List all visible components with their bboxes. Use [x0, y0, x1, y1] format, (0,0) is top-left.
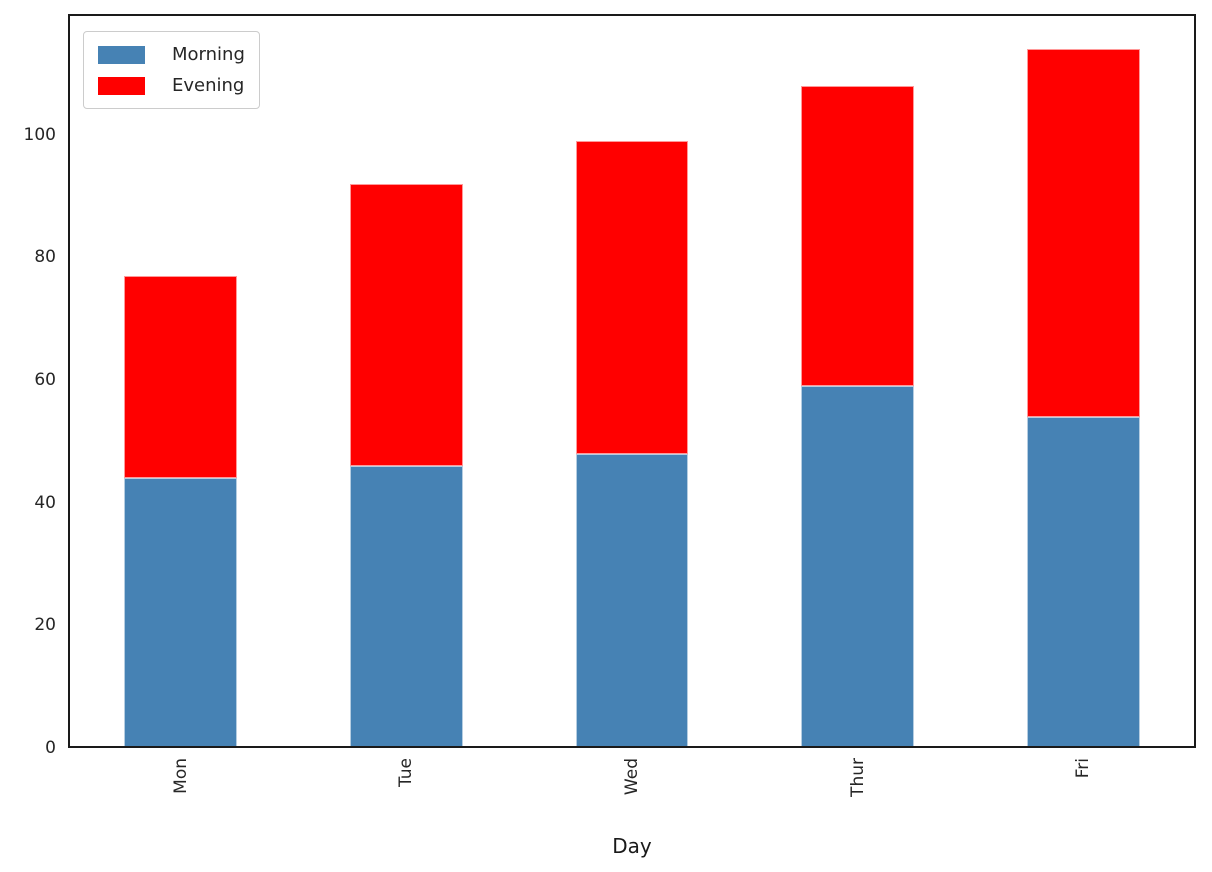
bar-segment-morning-fri	[1026, 416, 1140, 748]
bar-segment-morning-wed	[575, 453, 689, 748]
bar-segment-evening-mon	[124, 275, 238, 479]
evening-color-swatch	[98, 76, 145, 95]
y-tick-label: 20	[34, 615, 56, 636]
legend-label-evening: Evening	[172, 74, 245, 96]
legend-item-evening: Evening	[98, 72, 245, 99]
x-tick-label-tue: Tue	[396, 758, 417, 788]
x-tick-label-mon: Mon	[170, 758, 191, 794]
y-tick-label: 0	[45, 738, 56, 758]
x-tick-label-thur: Thur	[847, 758, 868, 797]
bar-segment-evening-fri	[1026, 48, 1140, 417]
y-tick-label: 100	[23, 124, 56, 145]
bar-segment-evening-thur	[801, 85, 914, 387]
bar-segment-morning-mon	[124, 478, 238, 748]
y-tick-label: 80	[34, 247, 56, 268]
plot-area: Morning Evening	[68, 14, 1196, 748]
legend: Morning Evening	[83, 31, 260, 109]
x-tick-label-fri: Fri	[1073, 758, 1094, 779]
bar-segment-evening-tue	[350, 183, 463, 466]
y-tick-label: 60	[34, 370, 56, 391]
legend-item-morning: Morning	[98, 41, 245, 68]
x-tick-label-wed: Wed	[622, 758, 642, 796]
bar-segment-morning-tue	[350, 465, 463, 748]
bar-segment-morning-thur	[801, 386, 914, 748]
x-axis-label: Day	[612, 834, 652, 858]
legend-label-morning: Morning	[172, 43, 245, 65]
y-tick-label: 40	[34, 492, 56, 513]
bar-segment-evening-wed	[575, 140, 689, 454]
morning-color-swatch	[98, 45, 145, 64]
